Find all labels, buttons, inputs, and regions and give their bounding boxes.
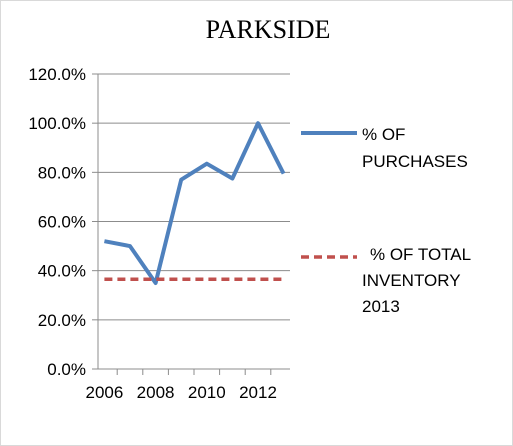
- x-tick-labels: 2006 2008 2010 2012: [85, 383, 276, 402]
- legend-label: INVENTORY: [362, 271, 461, 290]
- x-tick-label: 2006: [85, 383, 123, 402]
- legend-label: PURCHASES: [362, 152, 468, 171]
- series-lines: [104, 121, 286, 285]
- y-tick-label: 0.0%: [47, 360, 86, 379]
- y-tick-label: 80.0%: [38, 163, 86, 182]
- y-tick-label: 60.0%: [38, 213, 86, 232]
- chart-title: PARKSIDE: [206, 15, 331, 44]
- y-tick-labels: 0.0% 20.0% 40.0% 60.0% 80.0% 100.0% 120.0%: [28, 65, 86, 379]
- series-line-purchases: [104, 121, 286, 285]
- x-tick-label: 2008: [137, 383, 175, 402]
- y-tick-label: 120.0%: [28, 65, 86, 84]
- legend-label: % OF: [362, 125, 405, 144]
- y-tick-label: 100.0%: [28, 114, 86, 133]
- legend-label: % OF TOTAL: [370, 245, 471, 264]
- x-tick-label: 2010: [188, 383, 226, 402]
- y-tick-label: 40.0%: [38, 262, 86, 281]
- gridlines: [98, 73, 290, 321]
- legend: % OF PURCHASES % OF TOTAL INVENTORY 2013: [301, 125, 471, 316]
- x-tick-label: 2012: [239, 383, 277, 402]
- legend-label: 2013: [362, 297, 400, 316]
- axes: [92, 73, 290, 375]
- y-tick-label: 20.0%: [38, 311, 86, 330]
